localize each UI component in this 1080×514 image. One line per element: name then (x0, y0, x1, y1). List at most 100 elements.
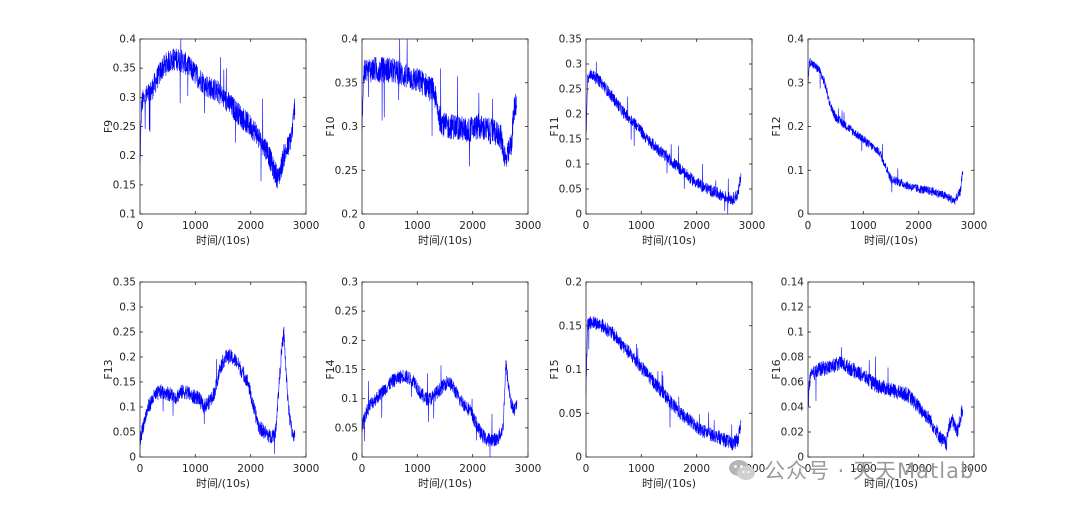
subplot-f14: 0 1000 2000 3000 0 0.05 0.1 0.15 0.2 0.25 0.3 时间/(1… (324, 277, 541, 491)
series-line-f12-0 (807, 58, 964, 205)
y-tick-label: 0.3 (119, 302, 136, 314)
subplot-f9: 0 1000 2000 3000 0.1 0.15 0.2 0.25 0.3 0.35 0.4 时间/… (102, 34, 319, 248)
y-tick-label: 0.12 (781, 302, 804, 314)
y-tick-label: 0.4 (119, 34, 136, 46)
x-tick-label: 3000 (515, 463, 542, 475)
y-tick-label: 0.2 (119, 150, 136, 162)
y-tick-label: 0.4 (787, 34, 804, 46)
x-tick-label: 0 (137, 220, 144, 232)
y-tick-label: 0.05 (335, 422, 358, 434)
x-tick-label: 1000 (182, 463, 209, 475)
y-tick-label: 0.4 (341, 34, 358, 46)
y-axis-label: F10 (324, 116, 337, 136)
series-line-f10-0 (361, 38, 518, 167)
y-tick-label: 0.2 (565, 277, 582, 289)
watermark: 公众号 · 天天Matlab (728, 455, 974, 485)
y-tick-label: 0.3 (341, 121, 358, 133)
y-tick-label: 0.35 (559, 34, 582, 46)
series-line-f14-0 (361, 360, 518, 458)
x-tick-label: 1000 (850, 463, 877, 475)
x-tick-label: 0 (359, 463, 366, 475)
y-tick-label: 0.1 (119, 209, 136, 221)
y-tick-label: 0.15 (559, 134, 582, 146)
x-axis-label: 时间/(10s) (196, 477, 250, 490)
x-axis-label: 时间/(10s) (864, 234, 918, 247)
y-axis-label: F13 (102, 359, 115, 379)
x-axis-label: 时间/(10s) (864, 477, 918, 490)
y-axis-label: F9 (102, 120, 115, 133)
x-tick-label: 3000 (515, 220, 542, 232)
y-axis-label: F16 (770, 359, 783, 379)
y-tick-label: 0.2 (787, 121, 804, 133)
y-tick-label: 0.15 (335, 364, 358, 376)
y-tick-label: 0.1 (119, 402, 136, 414)
y-tick-label: 0.3 (787, 77, 804, 89)
series-line-f15-0 (585, 316, 742, 451)
subplot-f10: 0 1000 2000 3000 0.2 0.25 0.3 0.35 0.4 时间/(10s) F1… (324, 34, 541, 248)
x-axis-label: 时间/(10s) (196, 234, 250, 247)
x-tick-label: 2000 (459, 463, 486, 475)
x-tick-label: 3000 (293, 220, 320, 232)
y-tick-label: 0.35 (113, 277, 136, 289)
y-tick-label: 0.3 (341, 277, 358, 289)
y-tick-label: 0.14 (781, 277, 805, 289)
y-tick-label: 0.1 (565, 159, 582, 171)
subplot-f12: 0 1000 2000 3000 0 0.1 0.2 0.3 0.4 时间/(10s) F12 (770, 34, 987, 248)
y-axis-label: F15 (548, 359, 561, 379)
y-tick-label: 0.25 (335, 165, 358, 177)
y-tick-label: 0.2 (341, 209, 358, 221)
y-tick-label: 0.05 (559, 408, 582, 420)
series-line-f16-0 (807, 347, 964, 451)
series-line-f9-0 (139, 38, 296, 189)
x-tick-label: 0 (805, 463, 812, 475)
x-tick-label: 3000 (293, 463, 320, 475)
y-tick-label: 0.06 (781, 377, 805, 389)
y-axis-label: F12 (770, 116, 783, 136)
y-tick-label: 0 (575, 452, 582, 464)
x-tick-label: 0 (359, 220, 366, 232)
x-axis-label: 时间/(10s) (642, 477, 696, 490)
x-tick-label: 0 (805, 220, 812, 232)
axes-box (585, 281, 753, 458)
subplot-f13: 0 1000 2000 3000 0 0.05 0.1 0.15 0.2 0.25 0.3 0.35 时… (102, 277, 319, 491)
y-tick-label: 0 (797, 209, 804, 221)
axes-box (585, 38, 753, 215)
y-tick-label: 0.1 (565, 364, 582, 376)
y-tick-label: 0.35 (113, 63, 136, 75)
x-tick-label: 2000 (905, 220, 932, 232)
y-axis-label: F14 (324, 359, 337, 379)
y-tick-label: 0.2 (119, 352, 136, 364)
x-tick-label: 0 (583, 463, 590, 475)
x-axis-label: 时间/(10s) (418, 477, 472, 490)
y-tick-label: 0.05 (559, 184, 582, 196)
x-tick-label: 2000 (905, 463, 932, 475)
y-tick-label: 0.15 (113, 377, 136, 389)
x-tick-label: 2000 (237, 463, 264, 475)
subplot-f11: 0 1000 2000 3000 0 0.05 0.1 0.15 0.2 0.25 0.3 0.35 时… (548, 34, 765, 248)
y-tick-label: 0.3 (565, 59, 582, 71)
y-tick-label: 0.1 (341, 393, 358, 405)
x-tick-label: 2000 (683, 220, 710, 232)
y-tick-label: 0 (129, 452, 136, 464)
x-tick-label: 3000 (961, 463, 988, 475)
x-tick-label: 1000 (404, 463, 431, 475)
x-tick-label: 0 (137, 463, 144, 475)
y-tick-label: 0.3 (119, 92, 136, 104)
subplot-f16: 0 1000 2000 3000 0 0.02 0.04 0.06 0.08 0.1 0.12 0.1… (770, 277, 987, 491)
series-line-f13-0 (139, 326, 296, 454)
y-tick-label: 0.25 (335, 306, 358, 318)
x-tick-label: 3000 (739, 220, 766, 232)
x-axis-label: 时间/(10s) (642, 234, 696, 247)
axes-box (807, 281, 975, 458)
y-tick-label: 0.05 (113, 427, 136, 439)
y-tick-label: 0 (351, 452, 358, 464)
axes-box (807, 38, 975, 215)
y-tick-label: 0.15 (559, 320, 582, 332)
x-axis-label: 时间/(10s) (418, 234, 472, 247)
x-tick-label: 1000 (850, 220, 877, 232)
y-tick-label: 0.25 (113, 121, 136, 133)
y-tick-label: 0.25 (559, 84, 582, 96)
y-axis-label: F11 (548, 116, 561, 136)
